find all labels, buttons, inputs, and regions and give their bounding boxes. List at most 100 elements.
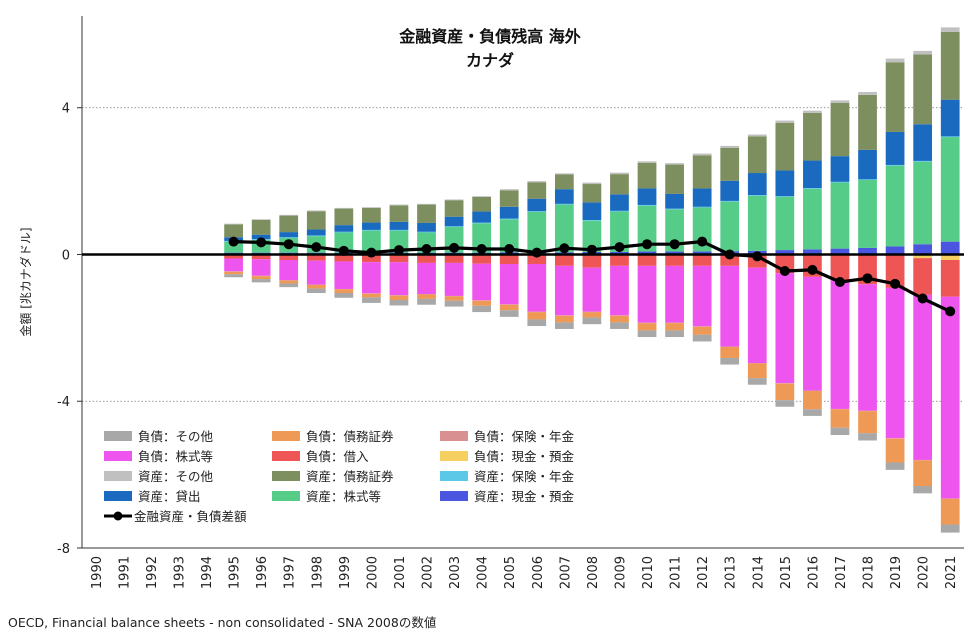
source-note: OECD, Financial balance sheets - non con… xyxy=(8,615,437,630)
legend-label: 資産：現金・預金 xyxy=(474,489,575,504)
asset-bar-segment xyxy=(775,196,795,251)
asset-bar-segment xyxy=(554,189,574,204)
asset-bar-segment xyxy=(885,58,905,63)
liability-bar-segment xyxy=(224,274,243,278)
x-tick-label: 2007 xyxy=(558,556,573,589)
asset-bar-segment xyxy=(830,102,850,157)
liability-bar-segment xyxy=(224,271,243,275)
liability-bar-segment xyxy=(499,310,519,317)
liability-bar-segment xyxy=(472,254,492,264)
net-balance-point xyxy=(779,265,790,276)
legend-label: 負債：株式等 xyxy=(138,449,213,464)
net-balance-point xyxy=(311,242,322,253)
asset-bar-segment xyxy=(885,62,905,132)
asset-bar-segment xyxy=(417,203,436,205)
asset-bar-segment xyxy=(720,200,740,202)
x-tick-label: 2003 xyxy=(448,556,463,589)
liability-bar-segment xyxy=(858,284,877,411)
net-balance-point xyxy=(559,243,570,254)
liability-bar-segment xyxy=(389,254,409,263)
asset-bar-segment xyxy=(306,235,326,237)
liability-bar-segment xyxy=(527,319,547,327)
asset-bar-segment xyxy=(803,249,822,255)
asset-bar-segment xyxy=(527,198,547,212)
asset-bar-segment xyxy=(417,204,436,223)
legend-swatch xyxy=(104,471,132,481)
asset-bar-segment xyxy=(334,207,354,209)
asset-bar-segment xyxy=(362,230,381,253)
liability-bar-segment xyxy=(913,254,933,259)
asset-bar-segment xyxy=(362,207,381,208)
x-tick-label: 1999 xyxy=(338,556,353,589)
x-tick-label: 1998 xyxy=(310,556,325,589)
asset-bar-segment xyxy=(610,210,629,212)
asset-bar-segment xyxy=(692,155,712,189)
x-tick-label: 1995 xyxy=(228,556,243,589)
net-balance-point xyxy=(504,243,515,254)
liability-bar-segment xyxy=(444,254,464,263)
liability-bar-segment xyxy=(417,294,436,299)
liability-bar-segment xyxy=(858,411,877,434)
x-tick-label: 2011 xyxy=(669,556,684,589)
asset-bar-segment xyxy=(885,246,905,255)
net-balance-point xyxy=(917,293,928,304)
liability-bar-segment xyxy=(610,315,629,323)
asset-bar-segment xyxy=(775,196,795,197)
liability-bar-segment xyxy=(885,254,905,288)
asset-bar-segment xyxy=(830,182,850,249)
liability-bar-segment xyxy=(913,258,933,295)
liability-bar-segment xyxy=(637,254,657,266)
asset-bar-segment xyxy=(775,250,795,255)
x-tick-label: 2010 xyxy=(641,556,656,589)
liability-bar-segment xyxy=(472,263,492,301)
asset-bar-segment xyxy=(224,224,243,238)
liability-bar-segment xyxy=(940,524,960,533)
liability-bar-segment xyxy=(554,322,574,329)
x-tick-label: 1997 xyxy=(283,556,298,589)
asset-bar-segment xyxy=(417,222,436,232)
legend-label: 負債：現金・預金 xyxy=(474,449,575,464)
asset-bar-segment xyxy=(720,147,740,181)
asset-bar-segment xyxy=(720,145,740,148)
asset-bar-segment xyxy=(389,221,409,230)
liability-bar-segment xyxy=(444,296,464,301)
net-balance-point xyxy=(449,242,460,253)
asset-bar-segment xyxy=(306,210,326,212)
x-tick-label: 2013 xyxy=(724,556,739,589)
liability-bar-segment xyxy=(747,363,767,379)
legend-swatch xyxy=(272,431,300,441)
asset-bar-segment xyxy=(279,232,299,238)
asset-bar-segment xyxy=(940,137,960,242)
liability-bar-segment xyxy=(251,279,271,283)
asset-bar-segment xyxy=(389,204,409,206)
legend-swatch xyxy=(272,491,300,501)
asset-bar-segment xyxy=(692,188,712,207)
x-tick-label: 2006 xyxy=(531,556,546,589)
asset-bar-segment xyxy=(334,231,354,233)
liability-bar-segment xyxy=(279,280,299,284)
asset-bar-segment xyxy=(582,182,602,185)
liability-bar-segment xyxy=(554,254,574,266)
x-tick-label: 1994 xyxy=(200,556,215,589)
asset-bar-segment xyxy=(444,200,464,217)
asset-bar-segment xyxy=(389,229,409,231)
liability-bar-segment xyxy=(251,276,271,280)
liability-bar-segment xyxy=(692,326,712,335)
liability-bar-segment xyxy=(554,315,574,323)
asset-bar-segment xyxy=(306,229,326,236)
x-tick-label: 2018 xyxy=(862,556,877,589)
liability-bar-segment xyxy=(720,346,740,358)
net-balance-point xyxy=(586,244,597,255)
legend-label: 資産：その他 xyxy=(138,469,214,484)
liability-bar-segment xyxy=(803,276,822,391)
liability-bar-segment xyxy=(362,254,381,263)
legend-swatch xyxy=(440,431,468,441)
liability-bar-segment xyxy=(940,296,960,499)
asset-bar-segment xyxy=(940,27,960,32)
asset-bar-segment xyxy=(527,211,547,212)
x-tick-label: 1992 xyxy=(145,556,160,589)
legend-swatch xyxy=(104,451,132,461)
legend-swatch xyxy=(104,431,132,441)
net-balance-point xyxy=(614,242,625,253)
asset-bar-segment xyxy=(472,222,492,224)
